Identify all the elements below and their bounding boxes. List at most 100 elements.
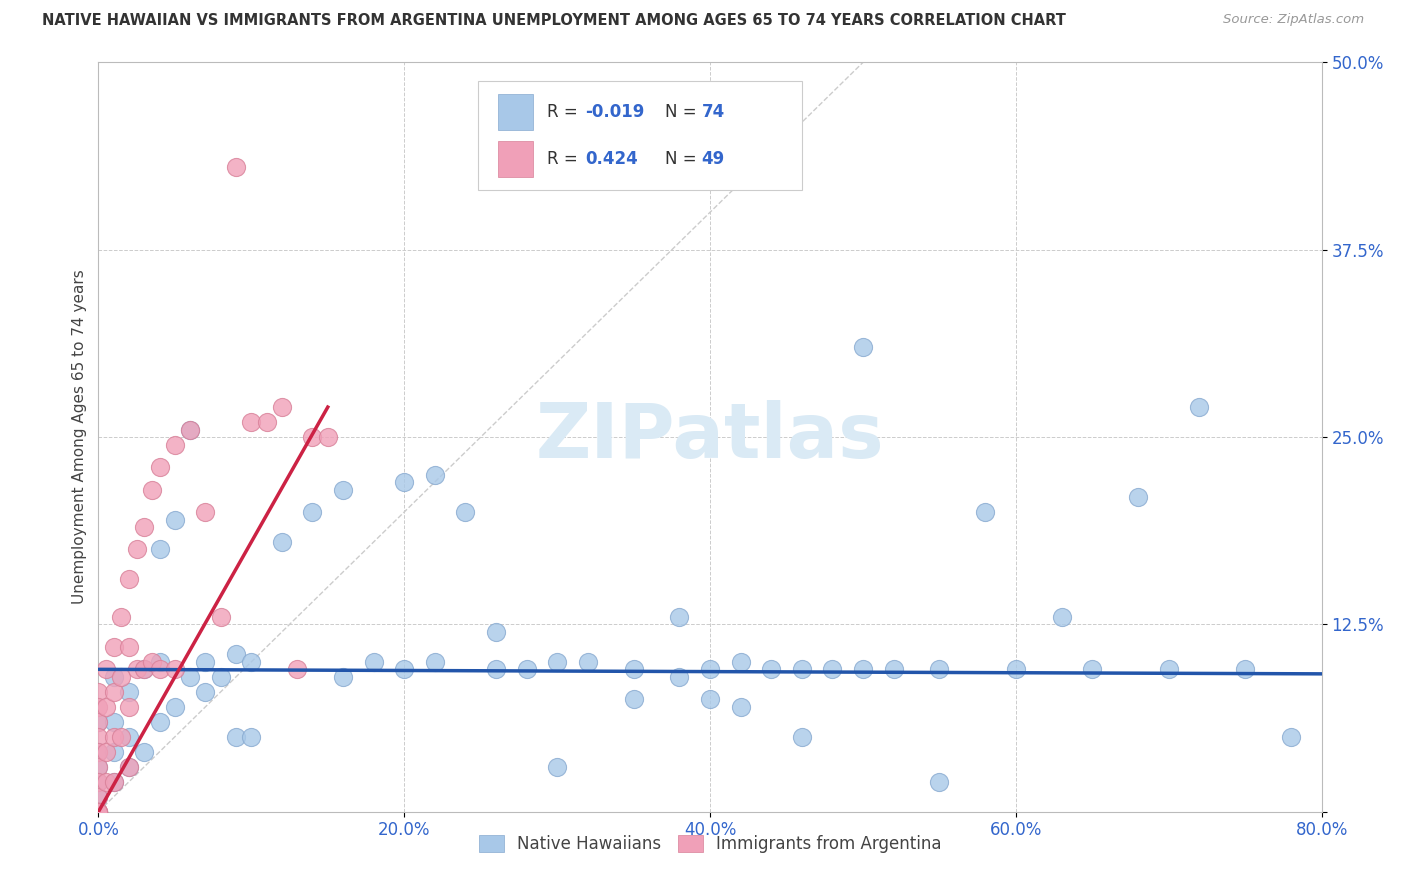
Point <box>516 662 538 676</box>
Point <box>1128 490 1150 504</box>
Point <box>576 655 599 669</box>
Point <box>118 699 141 714</box>
Point <box>454 505 477 519</box>
Point <box>149 655 172 669</box>
Point <box>163 437 186 451</box>
Point <box>118 640 141 654</box>
Point <box>87 774 110 789</box>
Point <box>852 340 875 354</box>
Point <box>759 662 782 676</box>
Point <box>316 430 339 444</box>
Text: N =: N = <box>665 150 702 168</box>
Text: -0.019: -0.019 <box>585 103 644 121</box>
Point <box>163 662 186 676</box>
Point <box>883 662 905 676</box>
Point <box>134 520 156 534</box>
Point <box>392 475 416 489</box>
Point <box>1279 730 1302 744</box>
Point <box>1081 662 1104 676</box>
Point <box>270 535 292 549</box>
Point <box>928 774 950 789</box>
Point <box>209 670 232 684</box>
Point <box>141 655 163 669</box>
Point <box>821 662 844 676</box>
Point <box>730 655 752 669</box>
Point <box>790 730 813 744</box>
Text: 49: 49 <box>702 150 724 168</box>
Text: Source: ZipAtlas.com: Source: ZipAtlas.com <box>1223 13 1364 27</box>
Point <box>194 505 217 519</box>
Point <box>87 805 110 819</box>
Point <box>87 805 110 819</box>
Point <box>87 760 110 774</box>
Point <box>103 640 125 654</box>
Point <box>134 745 156 759</box>
Point <box>270 400 292 414</box>
Point <box>1004 662 1026 676</box>
Point <box>928 662 950 676</box>
Point <box>699 692 721 706</box>
Point <box>94 774 117 789</box>
Text: N =: N = <box>665 103 702 121</box>
Point <box>225 730 247 744</box>
Y-axis label: Unemployment Among Ages 65 to 74 years: Unemployment Among Ages 65 to 74 years <box>72 269 87 605</box>
FancyBboxPatch shape <box>498 95 533 130</box>
Point <box>103 714 125 729</box>
Point <box>118 760 141 774</box>
Point <box>87 805 110 819</box>
Point <box>1050 610 1073 624</box>
Point <box>1157 662 1180 676</box>
Text: NATIVE HAWAIIAN VS IMMIGRANTS FROM ARGENTINA UNEMPLOYMENT AMONG AGES 65 TO 74 YE: NATIVE HAWAIIAN VS IMMIGRANTS FROM ARGEN… <box>42 13 1066 29</box>
Point <box>149 542 172 557</box>
Point <box>1234 662 1257 676</box>
Text: R =: R = <box>547 150 583 168</box>
Point <box>125 662 148 676</box>
Point <box>225 648 247 662</box>
Point <box>392 662 416 676</box>
Point <box>110 730 132 744</box>
Text: R =: R = <box>547 103 583 121</box>
Point <box>87 745 110 759</box>
Point <box>240 655 263 669</box>
Point <box>256 415 278 429</box>
Point <box>103 745 125 759</box>
Point <box>285 662 308 676</box>
Point <box>103 670 125 684</box>
Point <box>730 699 752 714</box>
Point <box>699 662 721 676</box>
Point <box>125 542 148 557</box>
Point <box>87 805 110 819</box>
Point <box>423 467 446 482</box>
Point <box>163 512 186 526</box>
Point <box>623 692 645 706</box>
Point <box>87 730 110 744</box>
Point <box>134 662 156 676</box>
Point <box>87 774 110 789</box>
Point <box>149 714 172 729</box>
Point <box>87 714 110 729</box>
Point <box>423 655 446 669</box>
Point <box>1188 400 1211 414</box>
Point <box>179 423 201 437</box>
Point <box>87 805 110 819</box>
Point <box>94 699 117 714</box>
Point <box>485 624 508 639</box>
Point <box>179 670 201 684</box>
Point <box>87 699 110 714</box>
Point <box>332 483 354 497</box>
Point <box>332 670 354 684</box>
Point <box>225 161 247 175</box>
Legend: Native Hawaiians, Immigrants from Argentina: Native Hawaiians, Immigrants from Argent… <box>472 828 948 860</box>
Point <box>87 789 110 804</box>
FancyBboxPatch shape <box>498 141 533 177</box>
Point <box>118 730 141 744</box>
Point <box>118 760 141 774</box>
Text: 0.424: 0.424 <box>585 150 638 168</box>
Point <box>790 662 813 676</box>
Point <box>363 655 385 669</box>
Point <box>149 460 172 475</box>
Point <box>209 610 232 624</box>
Point <box>546 760 568 774</box>
Point <box>240 415 263 429</box>
Point <box>87 805 110 819</box>
